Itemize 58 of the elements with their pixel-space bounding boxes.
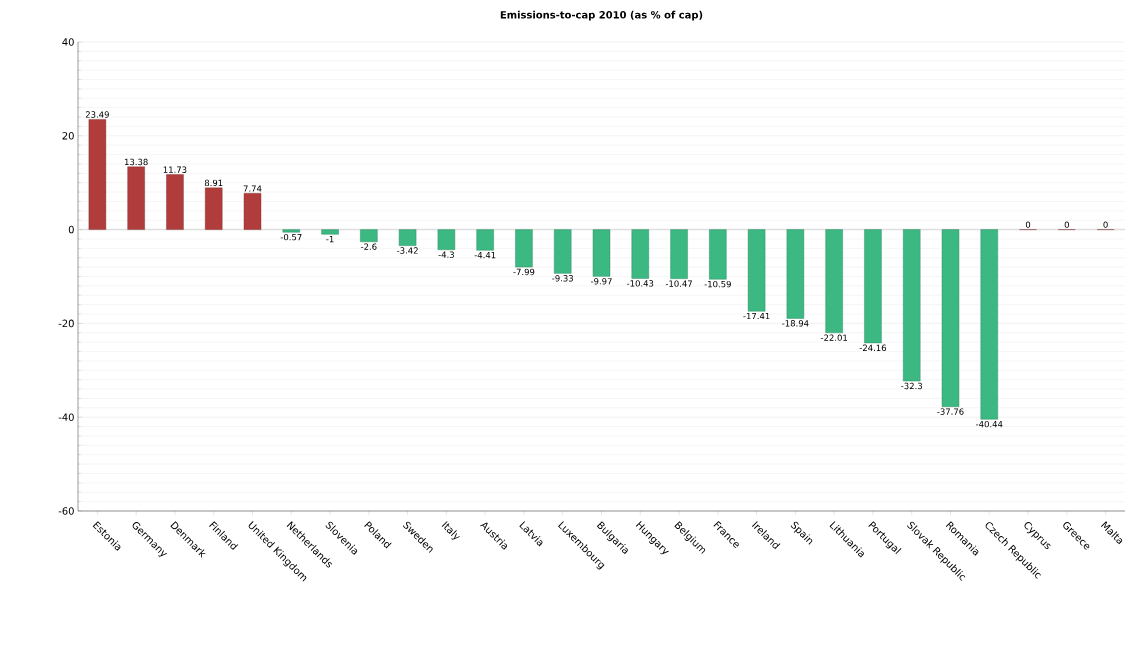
data-label: 7.74 — [243, 185, 262, 192]
bar — [786, 229, 805, 319]
bar — [476, 229, 494, 251]
data-label: -9.33 — [552, 275, 573, 282]
bar — [709, 229, 727, 280]
data-label: -24.16 — [859, 344, 887, 352]
data-label: -10.43 — [627, 280, 654, 287]
data-label: -40.44 — [976, 420, 1003, 428]
data-label: 13.38 — [124, 158, 148, 166]
bar — [360, 229, 378, 242]
y-tick-label: -40 — [58, 413, 74, 421]
data-label: -10.47 — [665, 280, 692, 287]
data-label: -9.97 — [590, 278, 612, 285]
bar — [825, 229, 843, 334]
bar — [631, 229, 649, 279]
bar — [398, 229, 417, 246]
data-label: 11.73 — [163, 166, 187, 173]
bar — [127, 166, 145, 230]
data-label: -4.3 — [438, 251, 454, 258]
y-tick-label: -60 — [58, 507, 74, 515]
data-label: -1 — [326, 235, 334, 243]
bar — [747, 229, 766, 312]
bar — [554, 229, 572, 274]
bar — [670, 229, 688, 279]
data-label: -22.01 — [820, 334, 848, 341]
bar — [437, 229, 456, 250]
bar — [243, 193, 262, 230]
data-label: 0 — [1025, 221, 1031, 228]
data-label: -32.3 — [901, 382, 922, 390]
y-tick-label: 0 — [68, 225, 74, 234]
y-tick-label: 20 — [62, 132, 74, 140]
bar — [515, 229, 533, 268]
bar — [864, 229, 882, 344]
y-tick-label: -20 — [58, 319, 74, 328]
data-label: -10.59 — [704, 280, 731, 288]
data-label: 0 — [1103, 221, 1108, 228]
bar — [592, 229, 611, 277]
data-label: 0 — [1064, 221, 1069, 228]
data-label: -0.57 — [280, 233, 302, 241]
bar — [205, 187, 223, 230]
bar — [321, 229, 339, 235]
bar — [88, 119, 107, 230]
bar — [282, 229, 300, 233]
data-label: -2.6 — [360, 243, 377, 250]
data-label: 8.91 — [204, 179, 223, 187]
bar — [980, 229, 998, 420]
y-tick-label: 40 — [62, 38, 74, 46]
data-label: 23.49 — [85, 111, 109, 118]
data-label: -37.76 — [937, 408, 964, 415]
data-label: -17.41 — [743, 312, 770, 320]
bar — [166, 174, 184, 230]
chart-title: Emissions-to-cap 2010 (as % of cap) — [500, 10, 703, 21]
bar — [941, 229, 960, 407]
data-label: -3.42 — [397, 247, 418, 254]
data-label: -7.99 — [513, 268, 535, 276]
data-label: -18.94 — [782, 320, 809, 327]
data-label: -4.41 — [474, 251, 496, 259]
bar — [903, 229, 921, 382]
